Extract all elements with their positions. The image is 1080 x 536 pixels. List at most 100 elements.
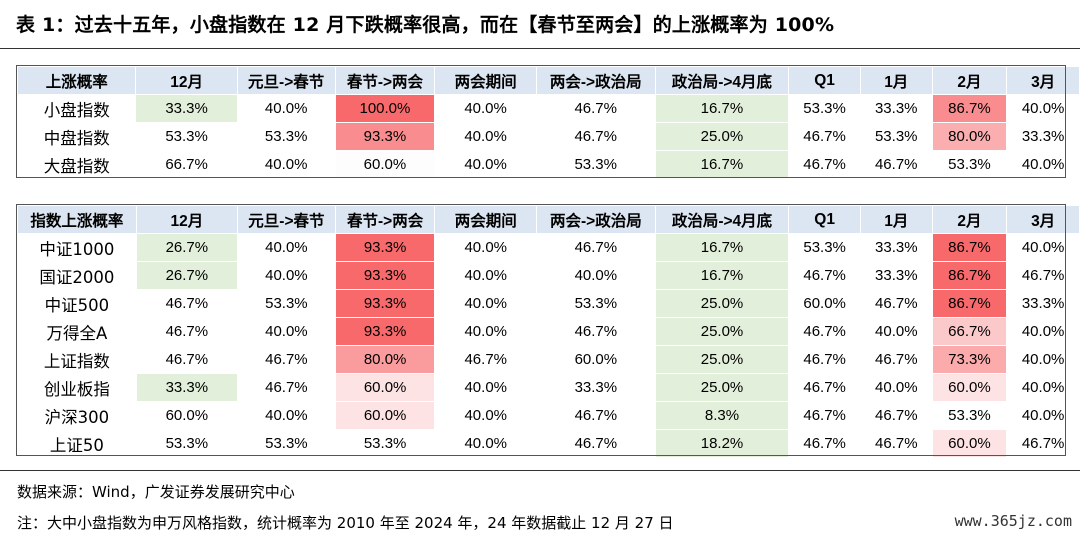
probability-cell: 40.0%: [236, 94, 336, 123]
row-label: 中盘指数: [16, 122, 137, 151]
probability-cell: 60.0%: [334, 401, 436, 430]
column-header: 政治局->4月底: [654, 66, 790, 95]
probability-cell: 46.7%: [859, 150, 933, 179]
title-rule: [0, 48, 1080, 49]
column-header: 1月: [859, 66, 933, 95]
probability-cell: 46.7%: [1006, 429, 1080, 458]
table-row: 万得全A 46.7% 40.0% 93.3% 40.0% 46.7% 25.0% 46.7% 4…: [17, 317, 1080, 346]
watermark: www.365jz.com: [954, 512, 1072, 530]
probability-cell: 93.3%: [334, 289, 436, 318]
column-header: 两会->政治局: [535, 66, 656, 95]
probability-cell: 40.0%: [434, 429, 538, 458]
probability-cell: 16.7%: [654, 150, 790, 179]
footer-rule: [0, 470, 1080, 471]
probability-cell: 46.7%: [237, 373, 336, 402]
probability-cell: 25.0%: [654, 345, 790, 374]
probability-cell: 40.0%: [434, 373, 538, 402]
table-row: 中证1000 26.7% 40.0% 93.3% 40.0% 46.7% 16.7% 53.3…: [17, 233, 1080, 262]
probability-cell: 33.3%: [859, 94, 933, 123]
probability-cell: 8.3%: [654, 401, 790, 430]
table-row: 国证2000 26.7% 40.0% 93.3% 40.0% 40.0% 16.7% 46.7…: [17, 261, 1080, 290]
probability-cell: 93.3%: [334, 261, 436, 290]
probability-cell: 46.7%: [788, 122, 861, 151]
probability-cell: 40.0%: [434, 317, 538, 346]
probability-cell: 46.7%: [135, 289, 239, 318]
table-row: 中盘指数 53.3% 53.3% 93.3% 40.0% 46.7% 25.0% 46.7% 5…: [16, 122, 1080, 151]
probability-cell: 16.7%: [654, 233, 790, 262]
column-header: 2月: [931, 66, 1008, 95]
probability-cell: 40.0%: [1006, 373, 1080, 402]
probability-cell: 100.0%: [334, 94, 436, 123]
probability-cell: 46.7%: [237, 345, 336, 374]
probability-cell: 53.3%: [135, 122, 238, 151]
probability-cell: 60.0%: [334, 373, 436, 402]
probability-cell: 46.7%: [536, 317, 656, 346]
probability-cell: 16.7%: [654, 261, 790, 290]
probability-cell: 60.0%: [135, 401, 239, 430]
probability-cell: 26.7%: [135, 233, 239, 262]
column-header: 春节->两会: [334, 205, 436, 234]
column-header: 春节->两会: [334, 66, 436, 95]
probability-cell: 53.3%: [536, 289, 656, 318]
probability-cell: 40.0%: [434, 289, 538, 318]
probability-cell: 53.3%: [135, 429, 239, 458]
row-label: 大盘指数: [16, 150, 137, 179]
probability-cell: 46.7%: [859, 401, 933, 430]
probability-cell: 40.0%: [236, 150, 336, 179]
probability-cell: 33.3%: [859, 261, 933, 290]
probability-cell: 40.0%: [434, 233, 538, 262]
probability-cell: 46.7%: [788, 401, 861, 430]
probability-cell: 33.3%: [536, 373, 656, 402]
column-header: 3月: [1006, 205, 1080, 234]
probability-cell: 40.0%: [434, 261, 538, 290]
probability-cell: 33.3%: [135, 94, 238, 123]
probability-cell: 40.0%: [536, 261, 656, 290]
probability-cell: 93.3%: [334, 233, 436, 262]
row-label: 上证50: [17, 429, 137, 458]
column-header: 12月: [135, 66, 238, 95]
row-label: 万得全A: [17, 317, 137, 346]
probability-cell: 66.7%: [135, 150, 238, 179]
probability-cell: 46.7%: [788, 345, 861, 374]
probability-cell: 25.0%: [654, 289, 790, 318]
probability-cell: 33.3%: [1006, 289, 1080, 318]
probability-cell: 46.7%: [788, 429, 861, 458]
probability-cell: 53.3%: [788, 94, 861, 123]
row-label: 上证指数: [17, 345, 137, 374]
table-row: 小盘指数 33.3% 40.0% 100.0% 40.0% 46.7% 16.7% 53.3%…: [16, 94, 1080, 123]
probability-cell: 46.7%: [535, 122, 656, 151]
probability-cell: 40.0%: [859, 317, 933, 346]
probability-cell: 40.0%: [434, 150, 537, 179]
row-label: 小盘指数: [16, 94, 137, 123]
probability-cell: 40.0%: [1006, 401, 1080, 430]
probability-cell: 40.0%: [1006, 345, 1080, 374]
probability-cell: 73.3%: [931, 345, 1008, 374]
probability-cell: 46.7%: [536, 401, 656, 430]
table-row: 大盘指数 66.7% 40.0% 60.0% 40.0% 53.3% 16.7% 46.7% 4…: [16, 150, 1080, 179]
column-header: Q1: [788, 66, 861, 95]
probability-cell: 93.3%: [334, 317, 436, 346]
probability-cell: 53.3%: [931, 401, 1008, 430]
probability-cell: 66.7%: [931, 317, 1008, 346]
probability-cell: 60.0%: [536, 345, 656, 374]
column-header: 两会->政治局: [536, 205, 656, 234]
probability-cell: 40.0%: [1006, 233, 1080, 262]
probability-cell: 53.3%: [236, 122, 336, 151]
probability-cell: 46.7%: [434, 345, 538, 374]
column-header: 政治局->4月底: [654, 205, 790, 234]
probability-cell: 40.0%: [434, 122, 537, 151]
row-label: 创业板指: [17, 373, 137, 402]
probability-cell: 80.0%: [931, 122, 1008, 151]
probability-cell: 53.3%: [237, 429, 336, 458]
column-header: 1月: [859, 205, 933, 234]
page-title: 表 1：过去十五年，小盘指数在 12 月下跌概率很高，而在【春节至两会】的上涨概…: [16, 14, 835, 36]
probability-cell: 40.0%: [1006, 317, 1080, 346]
table-row: 沪深300 60.0% 40.0% 60.0% 40.0% 46.7% 8.3% 46.7% 4…: [17, 401, 1080, 430]
row-label: 中证500: [17, 289, 137, 318]
probability-cell: 60.0%: [334, 150, 436, 179]
column-header: 2月: [931, 205, 1008, 234]
probability-cell: 46.7%: [536, 429, 656, 458]
probability-cell: 46.7%: [859, 345, 933, 374]
small-mid-large-cap-table: 上涨概率 12月 元旦->春节 春节->两会 两会期间 两会->政治局 政治局->4月底 Q1…: [16, 66, 1080, 179]
probability-cell: 86.7%: [931, 289, 1008, 318]
